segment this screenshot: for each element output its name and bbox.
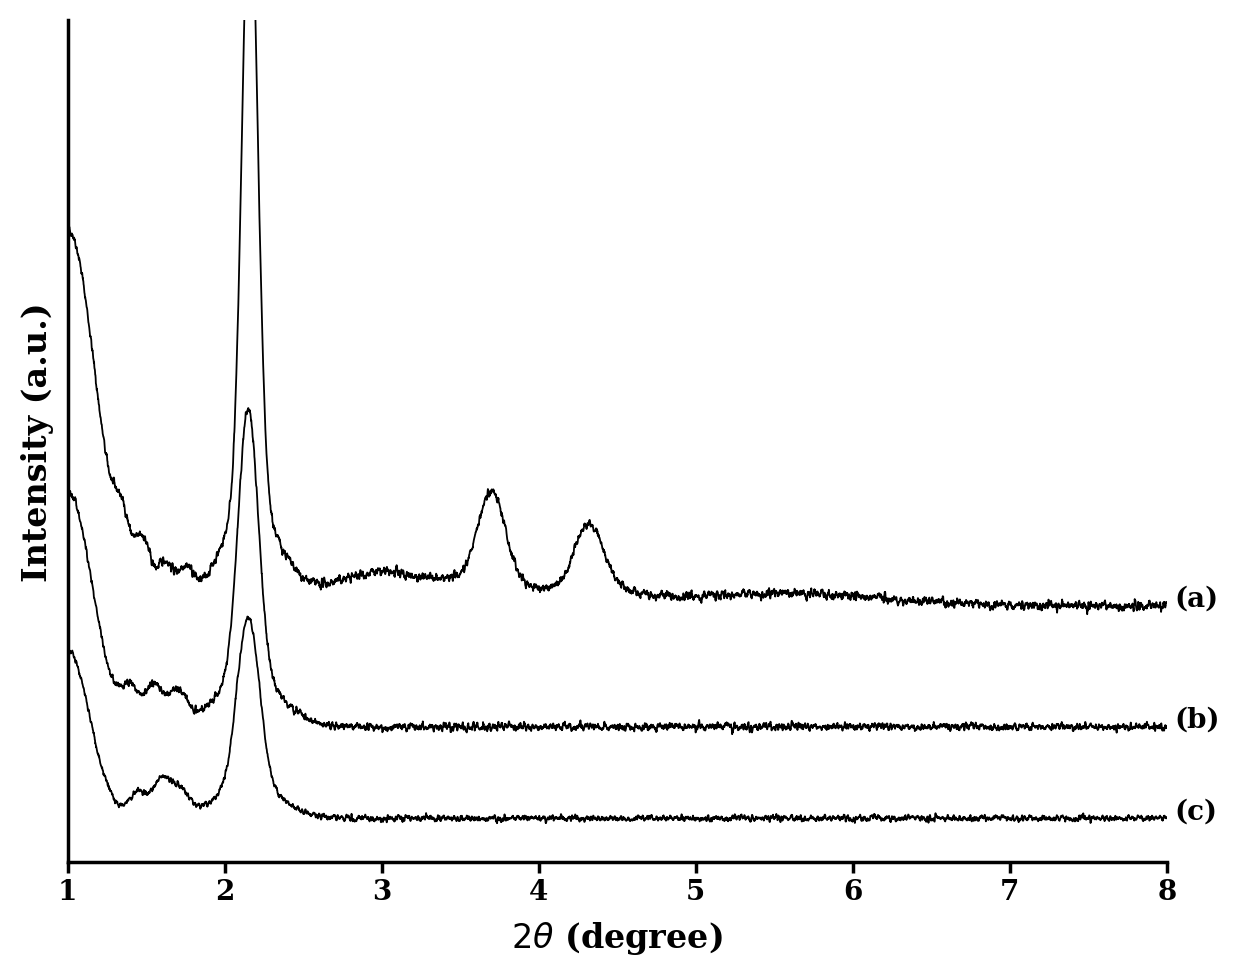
Text: (b): (b) bbox=[1174, 706, 1220, 734]
Text: (a): (a) bbox=[1174, 585, 1219, 613]
X-axis label: $2\theta$ (degree): $2\theta$ (degree) bbox=[511, 919, 723, 956]
Text: (c): (c) bbox=[1174, 797, 1218, 825]
Y-axis label: Intensity (a.u.): Intensity (a.u.) bbox=[21, 302, 53, 581]
